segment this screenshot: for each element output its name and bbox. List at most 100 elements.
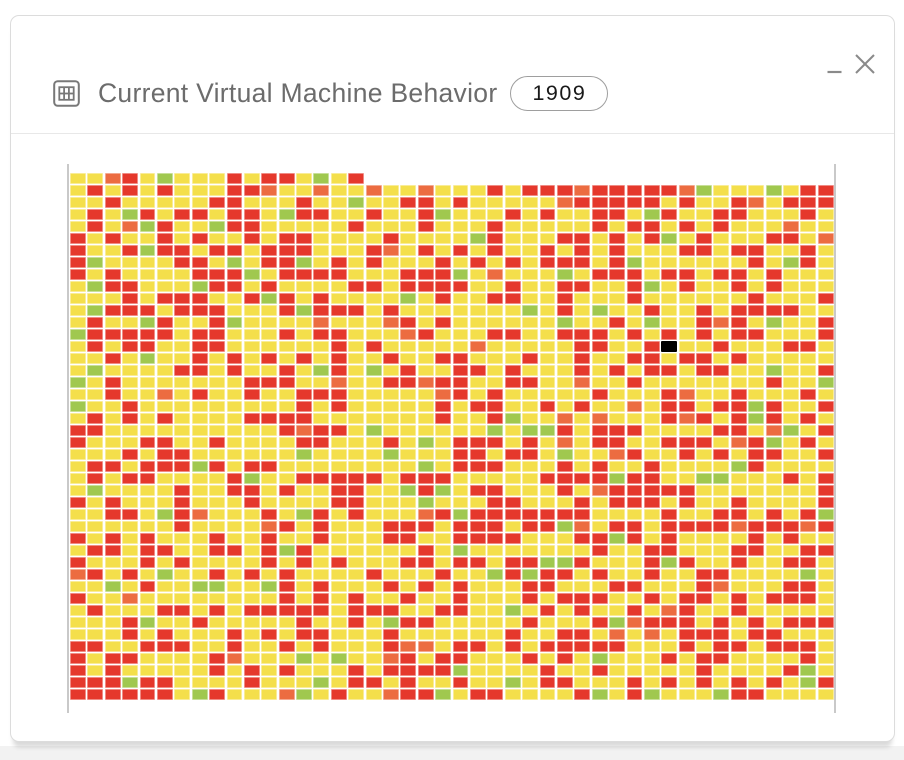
heatmap-cell[interactable] xyxy=(661,413,678,424)
heatmap-cell[interactable] xyxy=(348,245,365,256)
heatmap-cell[interactable] xyxy=(365,437,382,448)
heatmap-cell[interactable] xyxy=(783,641,799,652)
heatmap-cell[interactable] xyxy=(417,425,434,436)
heatmap-cell[interactable] xyxy=(261,437,278,448)
heatmap-cell[interactable] xyxy=(296,233,312,244)
heatmap-cell[interactable] xyxy=(504,233,521,244)
heatmap-cell[interactable] xyxy=(487,545,504,556)
heatmap-cell[interactable] xyxy=(435,509,452,520)
heatmap-cell[interactable] xyxy=(243,293,260,304)
heatmap-cell[interactable] xyxy=(383,305,399,316)
heatmap-cell[interactable] xyxy=(400,197,417,208)
heatmap-cell[interactable] xyxy=(696,221,712,232)
heatmap-cell[interactable] xyxy=(261,449,278,460)
heatmap-cell[interactable] xyxy=(748,425,765,436)
heatmap-cell[interactable] xyxy=(348,473,365,484)
heatmap-cell[interactable] xyxy=(661,401,678,412)
heatmap-cell[interactable] xyxy=(278,569,295,580)
heatmap-cell[interactable] xyxy=(730,521,747,532)
heatmap-cell[interactable] xyxy=(278,245,295,256)
heatmap-cell[interactable] xyxy=(296,329,312,340)
heatmap-cell[interactable] xyxy=(139,497,156,508)
heatmap-cell[interactable] xyxy=(400,317,417,328)
heatmap-cell[interactable] xyxy=(800,641,817,652)
heatmap-cell[interactable] xyxy=(643,377,660,388)
heatmap-cell[interactable] xyxy=(243,461,260,472)
heatmap-cell[interactable] xyxy=(800,305,817,316)
heatmap-cell[interactable] xyxy=(122,425,139,436)
heatmap-cell[interactable] xyxy=(748,209,765,220)
heatmap-cell[interactable] xyxy=(122,365,139,376)
heatmap-cell[interactable] xyxy=(365,425,382,436)
heatmap-cell[interactable] xyxy=(504,425,521,436)
heatmap-cell[interactable] xyxy=(626,245,643,256)
heatmap-cell[interactable] xyxy=(174,461,191,472)
heatmap-cell[interactable] xyxy=(678,185,695,196)
heatmap-cell[interactable] xyxy=(469,269,486,280)
heatmap-cell[interactable] xyxy=(765,497,782,508)
heatmap-cell[interactable] xyxy=(400,413,417,424)
heatmap-cell[interactable] xyxy=(156,581,173,592)
heatmap-cell[interactable] xyxy=(313,605,330,616)
heatmap-cell[interactable] xyxy=(661,197,678,208)
heatmap-cell[interactable] xyxy=(226,629,243,640)
heatmap-cell[interactable] xyxy=(261,605,278,616)
heatmap-cell[interactable] xyxy=(522,269,539,280)
heatmap-cell[interactable] xyxy=(696,341,712,352)
heatmap-cell[interactable] xyxy=(313,197,330,208)
heatmap-cell[interactable] xyxy=(817,437,834,448)
heatmap-cell[interactable] xyxy=(800,689,817,700)
heatmap-cell[interactable] xyxy=(139,329,156,340)
heatmap-cell[interactable] xyxy=(765,245,782,256)
heatmap-cell[interactable] xyxy=(817,473,834,484)
heatmap-cell[interactable] xyxy=(556,461,573,472)
heatmap-cell[interactable] xyxy=(383,665,399,676)
heatmap-cell[interactable] xyxy=(609,317,625,328)
heatmap-cell[interactable] xyxy=(574,605,591,616)
heatmap-cell[interactable] xyxy=(156,629,173,640)
heatmap-cell[interactable] xyxy=(417,329,434,340)
heatmap-cell[interactable] xyxy=(783,533,799,544)
heatmap-cell[interactable] xyxy=(348,641,365,652)
heatmap-cell[interactable] xyxy=(487,401,504,412)
heatmap-cell[interactable] xyxy=(104,533,121,544)
heatmap-cell[interactable] xyxy=(539,665,556,676)
heatmap-cell[interactable] xyxy=(191,209,208,220)
heatmap-cell[interactable] xyxy=(226,233,243,244)
heatmap-cell[interactable] xyxy=(139,413,156,424)
heatmap-cell[interactable] xyxy=(591,401,608,412)
heatmap-cell[interactable] xyxy=(643,281,660,292)
heatmap-cell[interactable] xyxy=(504,365,521,376)
heatmap-cell[interactable] xyxy=(696,641,712,652)
heatmap-cell[interactable] xyxy=(226,317,243,328)
heatmap-cell[interactable] xyxy=(574,377,591,388)
heatmap-cell[interactable] xyxy=(278,293,295,304)
heatmap-cell[interactable] xyxy=(365,449,382,460)
heatmap-cell[interactable] xyxy=(800,569,817,580)
heatmap-cell[interactable] xyxy=(609,269,625,280)
heatmap-cell[interactable] xyxy=(417,353,434,364)
heatmap-cell[interactable] xyxy=(330,353,347,364)
heatmap-cell[interactable] xyxy=(435,317,452,328)
heatmap-cell[interactable] xyxy=(226,605,243,616)
heatmap-cell[interactable] xyxy=(748,605,765,616)
heatmap-cell[interactable] xyxy=(522,401,539,412)
heatmap-cell[interactable] xyxy=(435,209,452,220)
heatmap-cell[interactable] xyxy=(400,449,417,460)
heatmap-cell[interactable] xyxy=(209,461,226,472)
heatmap-cell[interactable] xyxy=(348,341,365,352)
heatmap-cell[interactable] xyxy=(765,509,782,520)
heatmap-cell[interactable] xyxy=(400,485,417,496)
heatmap-cell[interactable] xyxy=(348,389,365,400)
heatmap-cell[interactable] xyxy=(209,209,226,220)
heatmap-cell[interactable] xyxy=(70,509,86,520)
heatmap-cell[interactable] xyxy=(87,593,104,604)
heatmap-cell[interactable] xyxy=(765,389,782,400)
heatmap-cell[interactable] xyxy=(191,281,208,292)
heatmap-cell[interactable] xyxy=(626,569,643,580)
heatmap-cell[interactable] xyxy=(417,365,434,376)
heatmap-cell[interactable] xyxy=(348,437,365,448)
heatmap-cell[interactable] xyxy=(661,209,678,220)
heatmap-cell[interactable] xyxy=(122,389,139,400)
heatmap-cell[interactable] xyxy=(469,449,486,460)
